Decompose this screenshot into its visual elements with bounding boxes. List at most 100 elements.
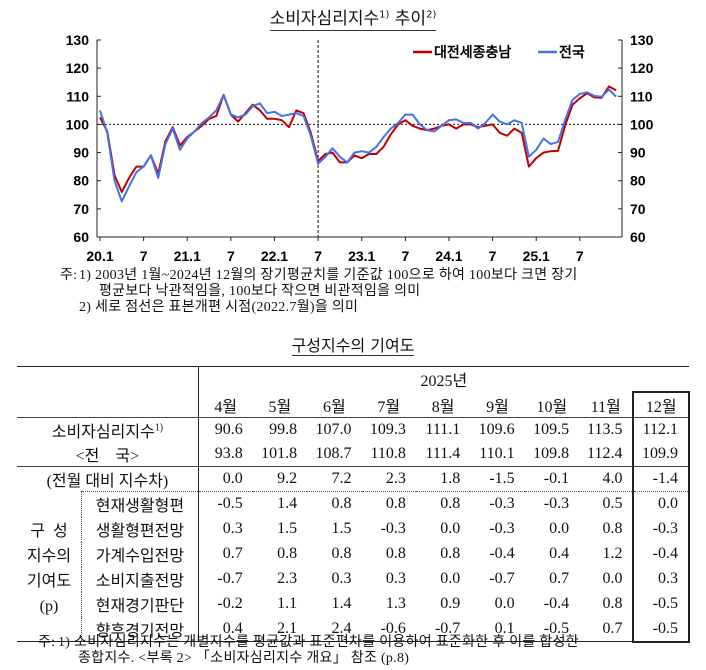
component-value: 0.9 <box>440 595 461 612</box>
component-row: 구 성 지수의 기여도 (p) 현재생활형편 -0.5 1.4 0.8 0.8 0.8 -0.3 -0… <box>17 491 690 642</box>
component-value: -0.4 <box>489 545 515 562</box>
month-header: 11월 <box>590 398 621 416</box>
month-header-row: 4월 5월 6월 7월 8월 9월 10월 11월 12월 <box>17 391 690 418</box>
x-tick-label: 7 <box>227 248 235 264</box>
change-value: 9.2 <box>252 466 308 492</box>
component-value: 0.4 <box>549 545 570 562</box>
component-value: 0.0 <box>602 570 623 587</box>
title-footnote-2: 2) <box>426 9 437 21</box>
x-tick-label: 7 <box>401 248 409 264</box>
right-y-tick-label: 110 <box>630 88 653 104</box>
x-tick-label: 7 <box>314 248 322 264</box>
left-y-tick-label: 60 <box>73 229 89 245</box>
national-value: 110.1 <box>470 442 525 467</box>
csi-value: 113.5 <box>579 417 634 442</box>
month-header: 9월 <box>486 398 509 416</box>
component-value: -0.3 <box>489 520 515 537</box>
component-value: 0.8 <box>440 545 461 562</box>
component-value: 0.0 <box>440 520 461 537</box>
chart-note-1-line-1: 1) 2003년 1월~2024년 12월의 장기평균치를 기준값 100으로 … <box>79 268 578 283</box>
national-value: 109.9 <box>632 442 690 467</box>
series-line-daejeon-sejong-chungnam <box>99 85 617 193</box>
component-value: 1.5 <box>331 520 352 537</box>
year-header-row: 2025년 <box>17 366 689 392</box>
series-line-national <box>99 88 617 203</box>
year-header: 2025년 <box>198 366 689 392</box>
component-value: 0.3 <box>632 566 690 592</box>
month-header: 6월 <box>322 398 346 416</box>
component-value: 0.8 <box>440 495 461 513</box>
csi-value: 109.5 <box>524 417 580 442</box>
change-value: -1.5 <box>470 466 525 492</box>
group-label-line: (p) <box>39 598 59 616</box>
right-y-tick-label: 120 <box>630 60 654 76</box>
x-tick-label: 21.1 <box>174 248 201 264</box>
component-value: 0.0 <box>549 520 570 537</box>
group-label: 구 성 지수의 기여도 (p) <box>17 491 82 642</box>
component-value: -0.3 <box>380 520 406 537</box>
month-header: 7월 <box>377 398 401 416</box>
national-value: 108.7 <box>307 442 362 467</box>
component-value: 0.7 <box>549 570 570 587</box>
csi-footnote: 1) <box>154 422 164 434</box>
component-row: 가계수입전망 0.7 0.8 0.8 0.8 0.8 -0.4 0.4 1.2 -0.4 <box>17 541 690 567</box>
change-value: -0.1 <box>524 466 580 492</box>
component-value: 0.8 <box>385 495 406 513</box>
x-tick-label: 22.1 <box>261 248 288 264</box>
x-tick-label: 24.1 <box>435 248 462 264</box>
national-row: <전 국> 93.8 101.8 108.7 110.8 111.4 110.1 109.8 1… <box>17 442 690 467</box>
corner-cell <box>17 366 199 392</box>
national-value: 110.8 <box>361 442 416 467</box>
component-value: -0.2 <box>217 595 243 612</box>
title-footnote-1: 1) <box>379 9 390 21</box>
component-value: -0.5 <box>632 616 690 643</box>
component-label: 현재경기판단 <box>81 591 199 617</box>
component-value: -0.3 <box>543 495 570 513</box>
component-value: -0.7 <box>415 616 471 642</box>
table-note-prefix: 주: <box>38 635 56 650</box>
component-value: 0.3 <box>222 520 243 537</box>
chart-title-text: 소비자심리지수 <box>269 9 380 29</box>
component-value: -0.7 <box>489 570 515 587</box>
component-value: 1.1 <box>277 595 298 612</box>
component-value: 0.8 <box>331 545 352 562</box>
x-tick-label: 7 <box>140 248 148 264</box>
right-y-tick-label: 70 <box>630 201 646 217</box>
component-value: 0.8 <box>277 545 298 562</box>
component-row: 소비지출전망 -0.7 2.3 0.3 0.3 0.0 -0.7 0.7 0.0 0.3 <box>17 566 690 592</box>
component-label: 소비지출전망 <box>81 566 199 592</box>
right-y-tick-label: 90 <box>630 145 646 161</box>
line-chart: 60 60 70 70 80 80 90 90 100 100 110 110 120 120 130 130… <box>66 32 654 264</box>
csi-value: 99.8 <box>252 417 308 442</box>
legend-label: 전국 <box>559 44 585 61</box>
table-note-line-2: 종합지수. <부록 2> 「소비자심리지수 개요」 참조 (p.8) <box>78 651 410 666</box>
component-value: -0.5 <box>217 495 243 513</box>
component-value: 1.2 <box>602 545 623 562</box>
csi-value: 111.1 <box>415 417 471 442</box>
component-value: 0.7 <box>222 545 243 562</box>
component-value: -0.5 <box>524 616 580 642</box>
component-value: -0.7 <box>217 570 243 587</box>
change-value: 4.0 <box>579 466 634 492</box>
left-y-tick-label: 130 <box>66 32 90 48</box>
chart-note-prefix: 주: <box>60 268 78 283</box>
component-value: 0.3 <box>331 570 352 587</box>
component-value: -0.3 <box>489 495 515 513</box>
change-value: -1.4 <box>632 466 690 492</box>
national-value: 109.8 <box>524 442 580 467</box>
month-header: 10월 <box>536 398 568 416</box>
left-y-tick-label: 80 <box>73 173 89 189</box>
chart-title-text-2: 추이 <box>394 9 427 29</box>
component-value: 0.8 <box>602 595 623 612</box>
group-label-line: 구 성 <box>30 523 68 541</box>
component-value: 0.0 <box>632 491 690 517</box>
right-y-tick-label: 80 <box>630 173 646 189</box>
chart-note-2: 2) 세로 점선은 표본개편 시점(2022.7월)을 의미 <box>79 300 359 315</box>
left-y-tick-label: 120 <box>66 60 90 76</box>
corner-cell <box>17 392 199 418</box>
left-y-tick-label: 100 <box>66 116 90 132</box>
component-value: 2.1 <box>252 616 308 642</box>
chart-title: 소비자심리지수1) 추이2) <box>0 4 706 31</box>
national-value: 111.4 <box>415 442 471 467</box>
contribution-table: 2025년 4월 5월 6월 7월 8월 9월 10월 11월 12월 소비자심리지수1) 90.6 9… <box>17 366 690 643</box>
